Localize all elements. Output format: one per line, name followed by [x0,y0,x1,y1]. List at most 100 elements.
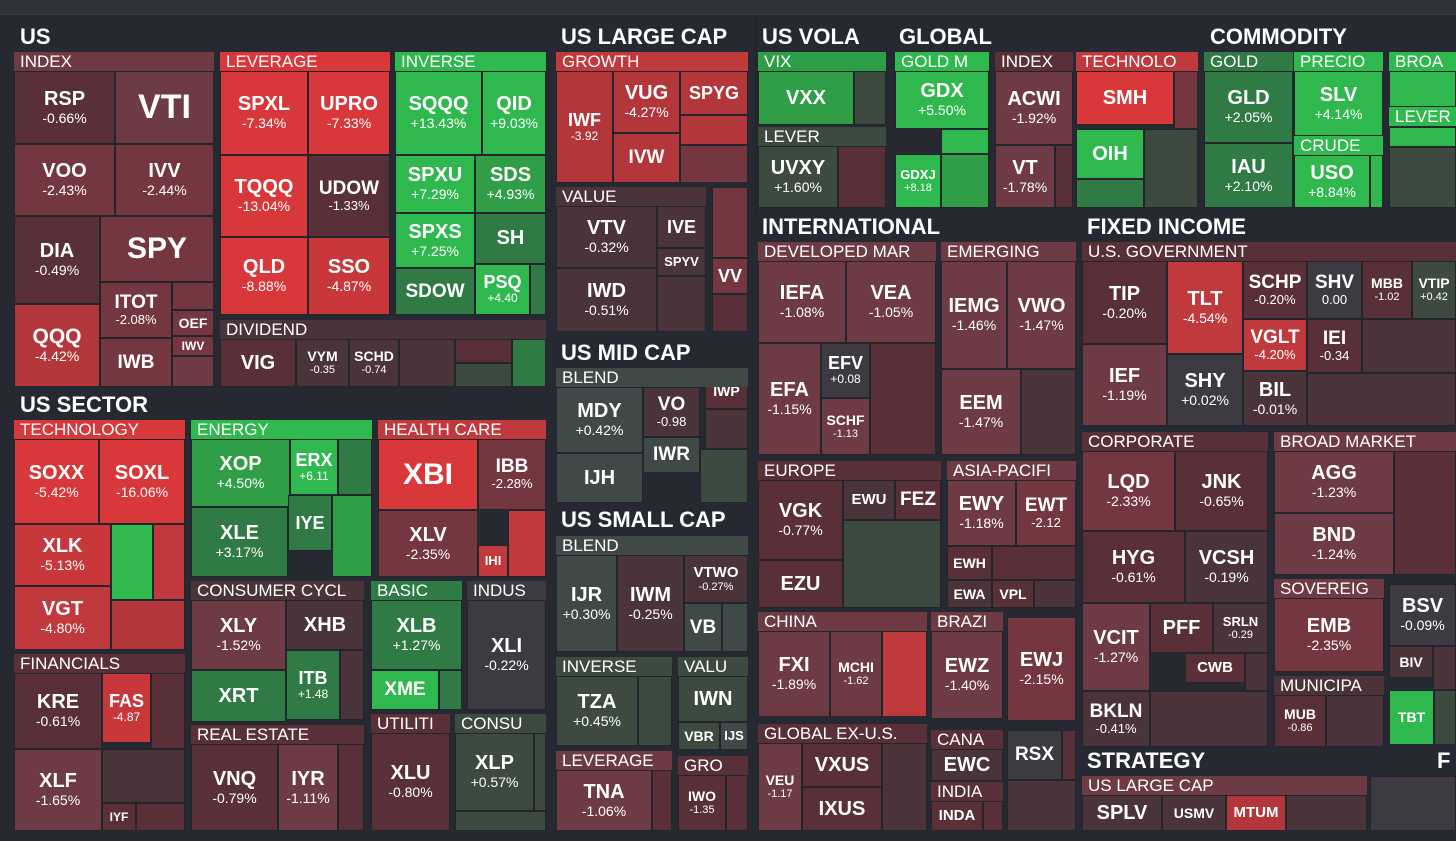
tile-fas[interactable]: FAS -4.87 [102,673,151,743]
group-header-leverage[interactable]: LEVERAGE [556,751,672,770]
tile-vxx[interactable]: VXX [758,71,854,125]
tile-ihi[interactable]: IHI [478,545,508,577]
tile-tqqq[interactable]: TQQQ -13.04% [220,155,308,237]
tile-vv[interactable]: VV [712,258,748,294]
tile-mchi[interactable]: MCHI -1.62 [830,631,882,717]
tile-tlt[interactable]: TLT -4.54% [1167,261,1243,354]
tile-xlk[interactable]: XLK -5.13% [14,524,111,586]
tile-xbi[interactable]: XBI [378,439,478,510]
tile-xlf[interactable]: XLF -1.65% [14,749,102,831]
group-header-index[interactable]: INDEX [14,52,214,71]
group-header-growth[interactable]: GROWTH [556,52,748,71]
tile-iefa[interactable]: IEFA -1.08% [758,261,846,343]
tile-vpl[interactable]: VPL [992,580,1034,608]
tile-gld[interactable]: GLD +2.05% [1204,71,1293,143]
tile-iwv[interactable]: IWV [172,336,214,356]
group-header-municipa[interactable]: MUNICIPA [1274,676,1384,695]
tile-xop[interactable]: XOP +4.50% [191,439,290,507]
tile-vo[interactable]: VO -0.98 [643,387,700,437]
tile-ivv[interactable]: IVV -2.44% [115,144,214,216]
group-header-india[interactable]: INDIA [931,782,1003,801]
tile-ezu[interactable]: EZU [758,560,843,608]
tile-vnq[interactable]: VNQ -0.79% [191,744,278,831]
tile-emb[interactable]: EMB -2.35% [1274,598,1384,672]
tile-psq[interactable]: PSQ +4.40 [475,264,530,315]
tile-uvxy[interactable]: UVXY +1.60% [758,146,838,208]
tile-vcit[interactable]: VCIT -1.27% [1082,603,1150,691]
tile-efv[interactable]: EFV +0.08 [821,343,870,398]
tile-vgk[interactable]: VGK -0.77% [758,480,843,560]
tile-qid[interactable]: QID +9.03% [482,71,546,155]
tile-tbt[interactable]: TBT [1389,690,1434,745]
tile-iwf[interactable]: IWF -3.92 [556,71,613,183]
tile-xly[interactable]: XLY -1.52% [191,600,286,670]
tile-qld[interactable]: QLD -8.88% [220,237,308,315]
group-header-asia-pacifi[interactable]: ASIA-PACIFI [947,461,1076,480]
group-header-inverse[interactable]: INVERSE [395,52,546,71]
group-header-indus[interactable]: INDUS [467,581,546,600]
group-header-utiliti[interactable]: UTILITI [371,714,450,733]
tile-qqq[interactable]: QQQ -4.42% [14,304,100,387]
tile-vt[interactable]: VT -1.78% [995,145,1055,208]
group-header-global-ex-u-s[interactable]: GLOBAL EX-U.S. [758,724,927,743]
tile-ewh[interactable]: EWH [947,546,992,580]
group-header-china[interactable]: CHINA [758,612,927,631]
tile-dia[interactable]: DIA -0.49% [14,216,100,304]
tile-iwn[interactable]: IWN [678,676,748,722]
tile-vym[interactable]: VYM -0.35 [296,339,349,387]
tile-xhb[interactable]: XHB [286,600,364,650]
tile-vea[interactable]: VEA -1.05% [846,261,936,343]
tile-sdow[interactable]: SDOW [395,268,475,315]
tile-vb[interactable]: VB [684,603,722,652]
tile-ive[interactable]: IVE [657,206,706,248]
tile-bkln[interactable]: BKLN -0.41% [1082,691,1150,747]
tile-iwr[interactable]: IWR [643,437,700,473]
tile-oih[interactable]: OIH [1076,129,1144,179]
tile-mub[interactable]: MUB -0.86 [1274,695,1326,747]
tile-xlp[interactable]: XLP +0.57% [455,733,534,811]
group-header-u-s-government[interactable]: U.S. GOVERNMENT [1082,242,1456,261]
tile-spyv[interactable]: SPYV [657,248,706,276]
tile-ixus[interactable]: IXUS [802,787,882,831]
group-header-precio[interactable]: PRECIO [1294,52,1383,71]
group-header-developed-mar[interactable]: DEVELOPED MAR [758,242,936,261]
group-header-valu[interactable]: VALU [678,657,748,676]
tile-ewz[interactable]: EWZ -1.40% [931,631,1003,719]
tile-tza[interactable]: TZA +0.45% [556,676,638,746]
group-header-inverse[interactable]: INVERSE [556,657,672,676]
group-header-lever[interactable]: LEVER [1389,107,1456,126]
group-header-blend[interactable]: BLEND [556,368,748,387]
tile-schf[interactable]: SCHF -1.13 [821,398,870,455]
tile-voo[interactable]: VOO -2.43% [14,144,115,216]
tile-iei[interactable]: IEI -0.34 [1307,319,1362,373]
tile-eem[interactable]: EEM -1.47% [941,369,1021,455]
tile-slv[interactable]: SLV +4.14% [1294,71,1383,136]
tile-ewu[interactable]: EWU [843,480,895,520]
tile-mbb[interactable]: MBB -1.02 [1362,261,1412,319]
tile-uso[interactable]: USO +8.84% [1294,155,1370,208]
tile-upro[interactable]: UPRO -7.33% [308,71,390,155]
tile-vbr[interactable]: VBR [678,722,720,750]
tile-schd[interactable]: SCHD -0.74 [349,339,399,387]
tile-xlv[interactable]: XLV -2.35% [378,510,478,577]
tile-gdx[interactable]: GDX +5.50% [895,71,989,129]
group-header-vix[interactable]: VIX [758,52,886,71]
tile-vtwo[interactable]: VTWO -0.27% [684,555,748,603]
tile-iwb[interactable]: IWB [100,338,172,387]
tile-iyf[interactable]: IYF [102,803,136,831]
group-header-gro[interactable]: GRO [678,756,748,775]
tile-tna[interactable]: TNA -1.06% [556,770,652,831]
tile-fxi[interactable]: FXI -1.89% [758,631,830,717]
tile-lqd[interactable]: LQD -2.33% [1082,451,1175,531]
tile-vig[interactable]: VIG [220,339,296,387]
group-header-gold[interactable]: GOLD [1204,52,1293,71]
group-header-broa[interactable]: BROA [1389,52,1456,71]
tile-cwb[interactable]: CWB [1185,653,1245,683]
group-header-consu[interactable]: CONSU [455,714,546,733]
tile-agg[interactable]: AGG -1.23% [1274,451,1394,513]
tile-xle[interactable]: XLE +3.17% [191,507,288,577]
group-header-financials[interactable]: FINANCIALS [14,654,185,673]
tile-ijr[interactable]: IJR +0.30% [556,555,617,652]
group-header-europe[interactable]: EUROPE [758,461,941,480]
tile-ewt[interactable]: EWT -2.12 [1016,480,1076,546]
